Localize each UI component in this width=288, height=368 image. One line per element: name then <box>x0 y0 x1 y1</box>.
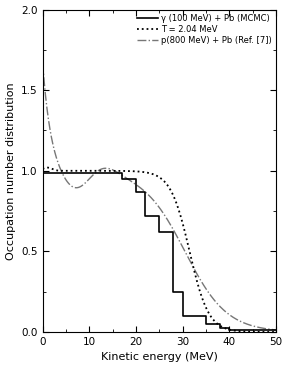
γ (100 MeV) + Pb (MCMC) <box>120 177 124 181</box>
γ (100 MeV) + Pb (MCMC) <box>172 290 175 294</box>
T = 2.04 MeV <box>267 330 271 334</box>
p(800 MeV) + Pb (Ref. [7]) <box>267 327 271 331</box>
p(800 MeV) + Pb (Ref. [7]) <box>267 327 271 331</box>
Line: T = 2.04 MeV: T = 2.04 MeV <box>43 167 276 332</box>
γ (100 MeV) + Pb (MCMC) <box>134 190 138 194</box>
T = 2.04 MeV <box>154 173 158 178</box>
γ (100 MeV) + Pb (MCMC) <box>158 230 161 234</box>
γ (100 MeV) + Pb (MCMC) <box>237 328 240 333</box>
Line: p(800 MeV) + Pb (Ref. [7]): p(800 MeV) + Pb (Ref. [7]) <box>43 63 276 330</box>
γ (100 MeV) + Pb (MCMC) <box>158 214 161 218</box>
Legend: γ (100 MeV) + Pb (MCMC), T = 2.04 MeV, p(800 MeV) + Pb (Ref. [7]): γ (100 MeV) + Pb (MCMC), T = 2.04 MeV, p… <box>135 12 273 47</box>
γ (100 MeV) + Pb (MCMC) <box>41 171 44 176</box>
γ (100 MeV) + Pb (MCMC) <box>181 314 184 318</box>
T = 2.04 MeV <box>225 326 228 331</box>
γ (100 MeV) + Pb (MCMC) <box>204 322 208 326</box>
T = 2.04 MeV <box>148 171 152 176</box>
γ (100 MeV) + Pb (MCMC) <box>228 328 231 332</box>
γ (100 MeV) + Pb (MCMC) <box>120 171 124 176</box>
T = 2.04 MeV <box>41 167 44 171</box>
γ (100 MeV) + Pb (MCMC) <box>204 314 208 318</box>
p(800 MeV) + Pb (Ref. [7]) <box>225 310 228 315</box>
Line: γ (100 MeV) + Pb (MCMC): γ (100 MeV) + Pb (MCMC) <box>43 173 276 330</box>
p(800 MeV) + Pb (Ref. [7]) <box>154 201 158 206</box>
γ (100 MeV) + Pb (MCMC) <box>134 177 138 181</box>
γ (100 MeV) + Pb (MCMC) <box>218 326 222 330</box>
γ (100 MeV) + Pb (MCMC) <box>181 290 184 294</box>
γ (100 MeV) + Pb (MCMC) <box>143 190 147 194</box>
T = 2.04 MeV <box>46 165 49 170</box>
T = 2.04 MeV <box>274 330 278 334</box>
T = 2.04 MeV <box>53 168 56 172</box>
γ (100 MeV) + Pb (MCMC) <box>228 326 231 330</box>
γ (100 MeV) + Pb (MCMC) <box>237 328 240 332</box>
p(800 MeV) + Pb (Ref. [7]) <box>53 149 56 153</box>
Y-axis label: Occupation number distribution: Occupation number distribution <box>5 82 16 259</box>
T = 2.04 MeV <box>268 330 271 334</box>
p(800 MeV) + Pb (Ref. [7]) <box>274 328 278 332</box>
γ (100 MeV) + Pb (MCMC) <box>274 328 278 333</box>
p(800 MeV) + Pb (Ref. [7]) <box>41 60 44 65</box>
γ (100 MeV) + Pb (MCMC) <box>143 214 147 218</box>
p(800 MeV) + Pb (Ref. [7]) <box>148 194 151 198</box>
X-axis label: Kinetic energy (MeV): Kinetic energy (MeV) <box>101 353 218 362</box>
γ (100 MeV) + Pb (MCMC) <box>172 230 175 234</box>
γ (100 MeV) + Pb (MCMC) <box>218 322 222 326</box>
